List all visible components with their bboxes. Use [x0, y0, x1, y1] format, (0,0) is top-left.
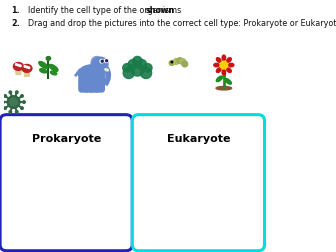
FancyBboxPatch shape — [94, 76, 104, 92]
Circle shape — [10, 98, 17, 106]
Circle shape — [100, 59, 103, 63]
Text: Prokaryote: Prokaryote — [32, 134, 101, 144]
FancyBboxPatch shape — [25, 68, 30, 76]
Circle shape — [24, 66, 26, 67]
Ellipse shape — [227, 68, 231, 72]
Text: Eukaryote: Eukaryote — [167, 134, 230, 144]
Circle shape — [23, 101, 25, 103]
Ellipse shape — [39, 61, 48, 68]
Text: 2.: 2. — [11, 19, 20, 28]
FancyBboxPatch shape — [84, 76, 94, 92]
Circle shape — [123, 64, 131, 72]
Circle shape — [4, 107, 6, 109]
Circle shape — [28, 67, 30, 69]
Ellipse shape — [92, 57, 108, 72]
Circle shape — [169, 61, 174, 66]
Ellipse shape — [49, 65, 58, 71]
FancyBboxPatch shape — [79, 76, 89, 92]
FancyBboxPatch shape — [132, 115, 264, 251]
Circle shape — [19, 65, 21, 67]
Circle shape — [173, 59, 179, 65]
Circle shape — [4, 95, 6, 97]
Circle shape — [143, 64, 152, 72]
Ellipse shape — [216, 58, 221, 62]
Circle shape — [21, 95, 23, 97]
Circle shape — [9, 91, 12, 93]
Ellipse shape — [22, 65, 32, 72]
Ellipse shape — [46, 56, 51, 60]
Circle shape — [9, 111, 12, 113]
Ellipse shape — [222, 70, 225, 75]
Circle shape — [17, 64, 19, 66]
Ellipse shape — [91, 56, 102, 70]
Ellipse shape — [216, 68, 221, 72]
Circle shape — [171, 61, 173, 63]
Circle shape — [133, 56, 142, 66]
Ellipse shape — [216, 86, 232, 90]
Circle shape — [26, 66, 28, 68]
FancyBboxPatch shape — [16, 66, 21, 74]
Ellipse shape — [227, 58, 231, 62]
Circle shape — [180, 59, 186, 65]
Text: 1.: 1. — [11, 6, 20, 15]
Circle shape — [128, 59, 138, 69]
Circle shape — [123, 68, 134, 79]
Circle shape — [101, 60, 103, 62]
Ellipse shape — [225, 79, 232, 84]
Text: Identify the cell type of the organisms: Identify the cell type of the organisms — [28, 6, 184, 15]
Circle shape — [137, 59, 146, 69]
Circle shape — [15, 64, 17, 65]
Ellipse shape — [228, 63, 234, 67]
Ellipse shape — [222, 55, 225, 61]
Circle shape — [182, 61, 188, 67]
Circle shape — [177, 58, 183, 64]
Text: Drag and drop the pictures into the correct cell type: Prokaryote or Eukaryote: Drag and drop the pictures into the corr… — [28, 19, 336, 28]
Circle shape — [15, 111, 18, 113]
Circle shape — [2, 101, 4, 103]
FancyBboxPatch shape — [0, 115, 132, 251]
Circle shape — [21, 107, 23, 109]
Circle shape — [15, 91, 18, 93]
Ellipse shape — [50, 71, 57, 75]
Circle shape — [7, 96, 20, 108]
Ellipse shape — [78, 65, 105, 83]
Circle shape — [220, 61, 228, 69]
Circle shape — [131, 63, 144, 76]
Ellipse shape — [216, 76, 223, 82]
FancyBboxPatch shape — [89, 76, 99, 92]
Text: shown: shown — [146, 6, 175, 15]
Ellipse shape — [13, 62, 23, 70]
Ellipse shape — [214, 63, 219, 67]
Ellipse shape — [105, 69, 108, 71]
Circle shape — [106, 60, 108, 62]
Circle shape — [140, 68, 152, 79]
Circle shape — [104, 59, 108, 62]
Ellipse shape — [40, 69, 47, 73]
